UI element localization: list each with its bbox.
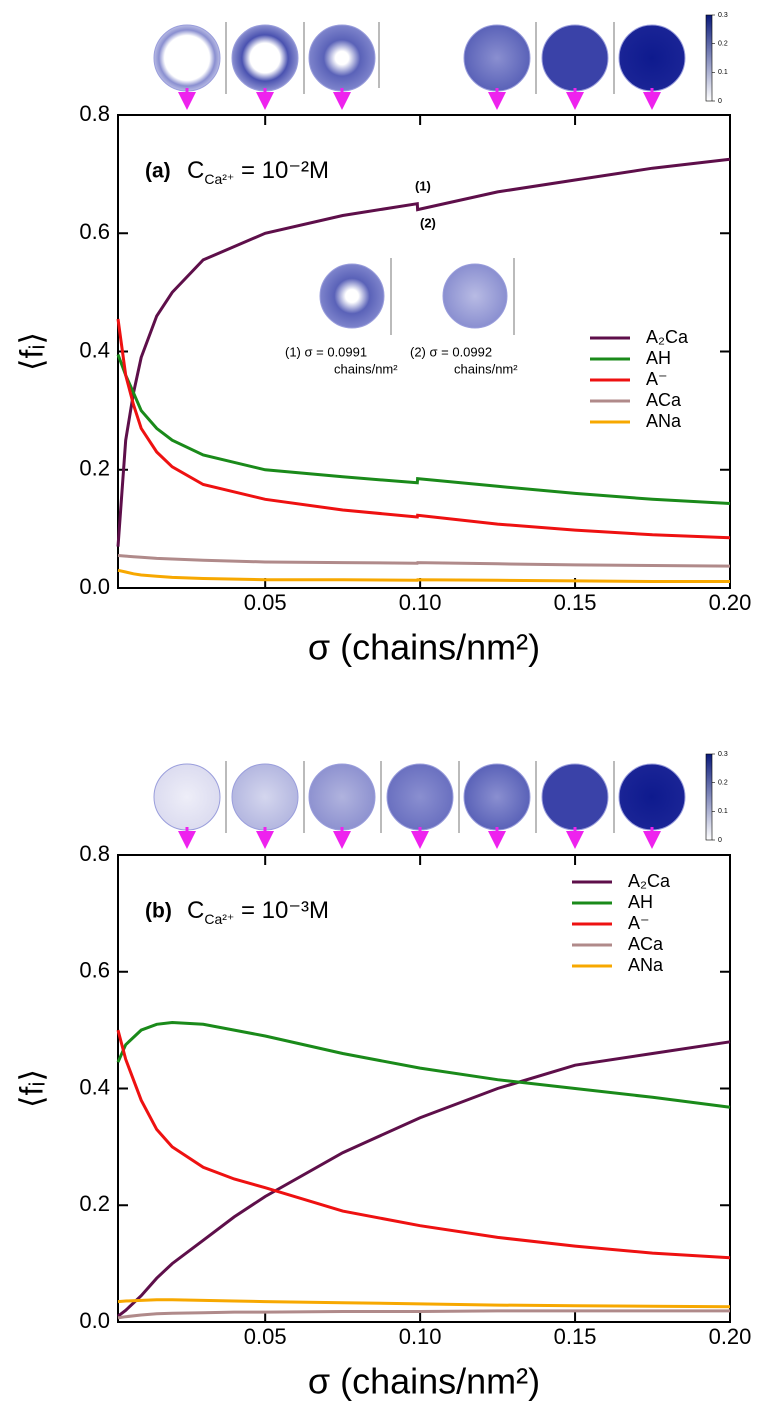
x-tick-label: 0.10 — [399, 1324, 442, 1349]
series-line — [117, 1309, 730, 1320]
inset-map — [319, 263, 385, 329]
colorbar-tick-label: 0 — [718, 837, 722, 844]
condition-part: Ca²⁺ — [204, 171, 234, 187]
density-map — [618, 763, 686, 831]
decorations — [153, 22, 686, 849]
y-tick-label: 0.6 — [79, 219, 110, 244]
annotation: (2) — [420, 215, 436, 230]
annotation: (1) σ = 0.0991 — [285, 344, 367, 359]
annotation: chains/nm² — [454, 361, 518, 376]
colorbar-tick-label: 0.1 — [718, 808, 728, 815]
colorbar-tick-label: 0.2 — [718, 780, 728, 787]
colorbar-tick-label: 0.2 — [718, 41, 728, 48]
inset-map — [442, 263, 508, 329]
x-tick-label: 0.15 — [554, 590, 597, 615]
condition-part: = 10⁻³M — [234, 897, 329, 924]
density-map — [308, 763, 376, 831]
x-tick-label: 0.20 — [709, 590, 752, 615]
legend-label: ACa — [646, 390, 682, 410]
colorbar-tick-label: 0 — [718, 98, 722, 105]
legend-label: ANa — [646, 411, 682, 431]
annotation: (1) — [415, 178, 431, 193]
density-map — [153, 24, 221, 92]
condition-part: Ca²⁺ — [204, 911, 234, 927]
x-tick-label: 0.05 — [244, 1324, 287, 1349]
series-line — [117, 1298, 731, 1309]
x-axis-label: σ (chains/nm²) — [308, 1361, 540, 1402]
density-map — [308, 24, 376, 92]
y-tick-label: 0.2 — [79, 1191, 110, 1216]
x-tick-label: 0.05 — [244, 590, 287, 615]
y-tick-label: 0.8 — [79, 101, 110, 126]
density-map — [231, 24, 299, 92]
condition-part: C — [187, 157, 204, 184]
density-map — [541, 763, 609, 831]
series-line — [116, 318, 731, 540]
panel-label: (a) — [145, 160, 171, 183]
colorbar-tick-label: 0.3 — [718, 12, 728, 19]
y-axis-label: ⟨fᵢ⟩ — [13, 1069, 49, 1108]
colorbar-tick-label: 0.3 — [718, 751, 728, 758]
legend-label: A⁻ — [646, 369, 668, 389]
legend-label: A₂Ca — [646, 327, 689, 347]
series-line — [117, 1040, 731, 1318]
density-map — [618, 24, 686, 92]
legend-label: ACa — [628, 934, 664, 954]
y-tick-label: 0.0 — [79, 1308, 110, 1333]
series-line — [116, 157, 731, 547]
x-axis-label: σ (chains/nm²) — [308, 627, 540, 668]
legend-label: ANa — [628, 955, 664, 975]
condition: CCa²⁺ = 10⁻³M — [187, 897, 329, 926]
y-tick-label: 0.2 — [79, 456, 110, 481]
density-map — [386, 763, 454, 831]
legend-label: A⁻ — [628, 913, 650, 933]
x-tick-label: 0.15 — [554, 1324, 597, 1349]
colorbar-tick-label: 0.1 — [718, 69, 728, 76]
condition-part: = 10⁻²M — [234, 157, 329, 184]
legend-label: AH — [646, 348, 671, 368]
annotation: (2) σ = 0.0992 — [410, 344, 492, 359]
legend-label: A₂Ca — [628, 871, 671, 891]
density-map — [541, 24, 609, 92]
series-line — [117, 568, 730, 583]
y-tick-label: 0.4 — [79, 1074, 110, 1099]
density-map — [153, 763, 221, 831]
y-tick-label: 0.6 — [79, 958, 110, 983]
x-tick-label: 0.20 — [709, 1324, 752, 1349]
density-map — [463, 24, 531, 92]
condition: CCa²⁺ = 10⁻²M — [187, 157, 329, 186]
density-map — [231, 763, 299, 831]
y-tick-label: 0.0 — [79, 574, 110, 599]
y-tick-label: 0.8 — [79, 841, 110, 866]
series-line — [116, 1020, 731, 1109]
colorbar — [705, 14, 713, 102]
series-line — [116, 353, 731, 505]
condition-part: C — [187, 897, 204, 924]
annotation: chains/nm² — [334, 361, 398, 376]
panel-label: (b) — [145, 900, 172, 923]
x-tick-label: 0.10 — [399, 590, 442, 615]
series-line — [116, 1029, 731, 1260]
y-tick-label: 0.4 — [79, 337, 110, 362]
density-map — [463, 763, 531, 831]
legend-label: AH — [628, 892, 653, 912]
series-line — [117, 554, 731, 568]
y-axis-label: ⟨fᵢ⟩ — [13, 332, 49, 371]
colorbar — [705, 753, 713, 841]
